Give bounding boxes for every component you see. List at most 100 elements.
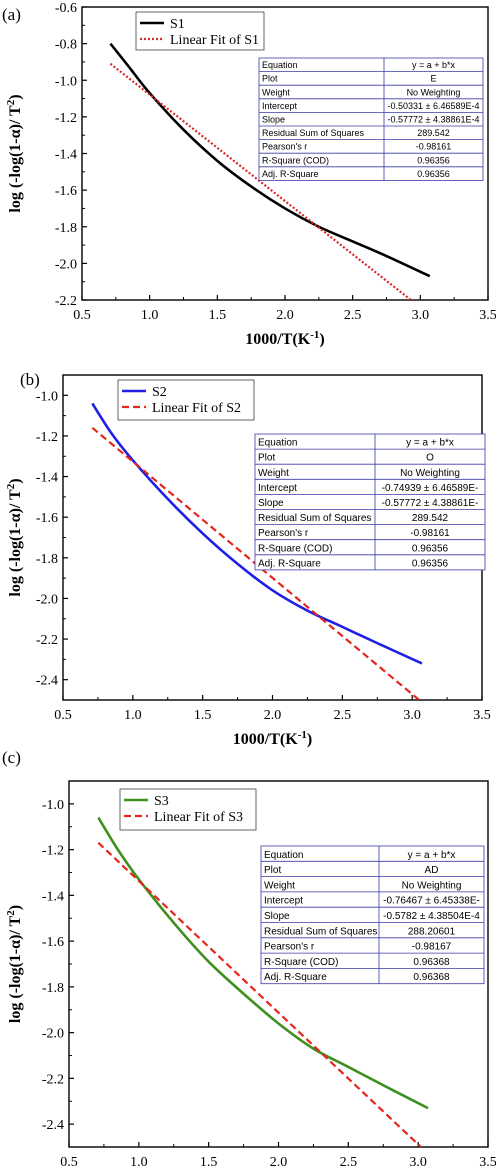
chart-panel-3: (c) 0.5 1.0 1.5 2.0 2.5 3.0 3.5 -2.4 -2.2 -2.0 -1.8…: [2, 748, 496, 1170]
y-tick-label: -2.0: [55, 257, 77, 272]
table-cell-label: Residual Sum of Squares: [258, 513, 371, 524]
table-cell-value: -0.5782 ± 4.38504E-4: [383, 911, 480, 922]
table-cell-value: -0.98167: [412, 942, 452, 953]
y-axis-label-sup: 2: [5, 99, 17, 105]
table-cell-value: -0.74939 ± 6.46589E-: [382, 483, 479, 494]
x-axis-label-main: 1000/T(K: [233, 731, 298, 748]
table-cell-label: Slope: [264, 911, 290, 922]
table-cell-label: Equation: [258, 438, 297, 449]
fit-stats-table: Equation y = a + b*x Plot E Weight No Weighti…: [258, 57, 484, 181]
x-axis-label: 1000/T(K-1): [245, 329, 324, 348]
y-axis-label-sup: 2: [5, 910, 17, 916]
table-cell-label: Pearson's r: [262, 142, 307, 152]
chart-panel-2: (b) 0.5 1.0 1.5 2.0 2.5 3.0 3.5 -2.4 -2.2 -2.0 -1.8…: [5, 370, 491, 748]
y-axis-label-tail: ): [7, 94, 24, 99]
table-cell-label: Intercept: [264, 896, 303, 907]
table-cell-value: -0.98161: [410, 528, 450, 539]
x-tick-label: 3.5: [479, 308, 496, 323]
y-axis-label-main: log (-log(1-α)/ T: [7, 105, 24, 213]
legend-box: [135, 11, 265, 51]
x-tick-label: 1.5: [209, 308, 227, 323]
table-cell-label: Plot: [262, 74, 278, 84]
x-tick-label: 2.0: [276, 308, 294, 323]
table-cell-label: Pearson's r: [264, 942, 315, 953]
table-cell-label: Weight: [258, 468, 289, 479]
table-cell-label: Slope: [262, 115, 285, 125]
table-cell-label: Intercept: [258, 483, 297, 494]
y-tick-label: -1.0: [36, 389, 58, 404]
table-cell-label: Slope: [258, 498, 284, 509]
y-tick-label: -1.8: [36, 552, 58, 567]
fit-stats-table: Equation y = a + b*x Plot O Weight No Weighti…: [254, 433, 486, 571]
y-tick-label: -1.6: [42, 935, 64, 950]
table-cell-label: Pearson's r: [258, 528, 309, 539]
table-cell-label: Adj. R-Square: [264, 972, 327, 983]
table-cell-value: No Weighting: [400, 468, 460, 479]
legend-box: [119, 788, 257, 831]
y-tick-label: -2.4: [36, 674, 58, 689]
y-tick-label: -2.2: [36, 633, 58, 648]
x-tick-label: 2.0: [264, 708, 282, 723]
y-axis-label-sup: 2: [5, 483, 17, 489]
table-frame: [254, 433, 486, 571]
table-cell-value: -0.57772 ± 4.38861E-4: [387, 115, 479, 125]
x-tick-label: 1.5: [200, 1155, 218, 1170]
x-axis-label-sup: -1: [310, 329, 319, 341]
y-tick-label: -1.4: [36, 471, 58, 486]
table-cell-value: 0.96368: [413, 972, 450, 983]
y-tick-label: -1.0: [55, 74, 77, 89]
legend-label: Linear Fit of S1: [170, 33, 259, 48]
y-tick-label: -1.0: [42, 798, 64, 813]
y-tick-label: -2.2: [55, 294, 77, 309]
table-cell-value: y = a + b*x: [408, 850, 456, 861]
table-cell-label: Adj. R-Square: [262, 169, 319, 179]
y-tick-label: -1.6: [55, 184, 77, 199]
y-axis-label-tail: ): [7, 905, 24, 910]
table-cell-value: 0.96368: [413, 957, 450, 968]
x-tick-label: 1.0: [124, 708, 142, 723]
series-line-s3: [97, 816, 429, 1110]
table-cell-label: Residual Sum of Squares: [264, 926, 377, 937]
table-cell-label: Adj. R-Square: [258, 558, 321, 569]
y-axis-label: log (-log(1-α)/ T2): [5, 478, 24, 596]
y-axis-label: log (-log(1-α)/ T2): [5, 94, 24, 212]
table-cell-value: 0.96356: [412, 543, 449, 554]
series-line-s2: [91, 402, 423, 665]
y-tick-label: -2.0: [42, 1027, 64, 1042]
x-tick-label: 3.0: [409, 1155, 427, 1170]
y-tick-label: -1.8: [42, 981, 64, 996]
legend-label: S3: [154, 794, 169, 809]
table-cell-value: E: [430, 74, 436, 84]
table-cell-value: AD: [425, 865, 439, 876]
legend-box: [117, 379, 255, 421]
x-tick-label: 2.5: [340, 1155, 358, 1170]
x-axis-label-sup: -1: [298, 729, 307, 741]
y-axis-label-tail: ): [7, 478, 24, 483]
table-cell-value: y = a + b*x: [406, 438, 454, 449]
fit-stats-table: Equation y = a + b*x Plot AD Weight No Weight…: [260, 845, 485, 985]
panel-label: (a): [2, 5, 21, 24]
panel-label: (b): [20, 370, 40, 389]
y-tick-label: -0.6: [55, 1, 77, 16]
legend-label: S2: [152, 385, 167, 400]
series-line-s1: [109, 42, 431, 278]
table-cell-value: y = a + b*x: [412, 60, 456, 70]
x-tick-label: 1.0: [141, 308, 159, 323]
x-axis-label-main: 1000/T(K: [245, 331, 310, 348]
y-axis-label-main: log (-log(1-α)/ T: [7, 915, 24, 1023]
x-tick-label: 3.0: [412, 308, 430, 323]
series-line-linear-fit-of-s3: [97, 841, 422, 1147]
table-cell-label: Residual Sum of Squares: [262, 128, 365, 138]
table-frame: [260, 845, 485, 985]
table-frame: [258, 57, 484, 181]
table-cell-value: 0.96356: [417, 155, 450, 165]
y-tick-label: -1.6: [36, 511, 58, 526]
legend-label: Linear Fit of S2: [152, 401, 241, 416]
y-tick-label: -1.2: [42, 844, 64, 859]
y-tick-label: -1.4: [55, 148, 77, 163]
table-cell-value: -0.76467 ± 6.45338E-: [383, 896, 480, 907]
x-tick-label: 0.5: [73, 308, 91, 323]
